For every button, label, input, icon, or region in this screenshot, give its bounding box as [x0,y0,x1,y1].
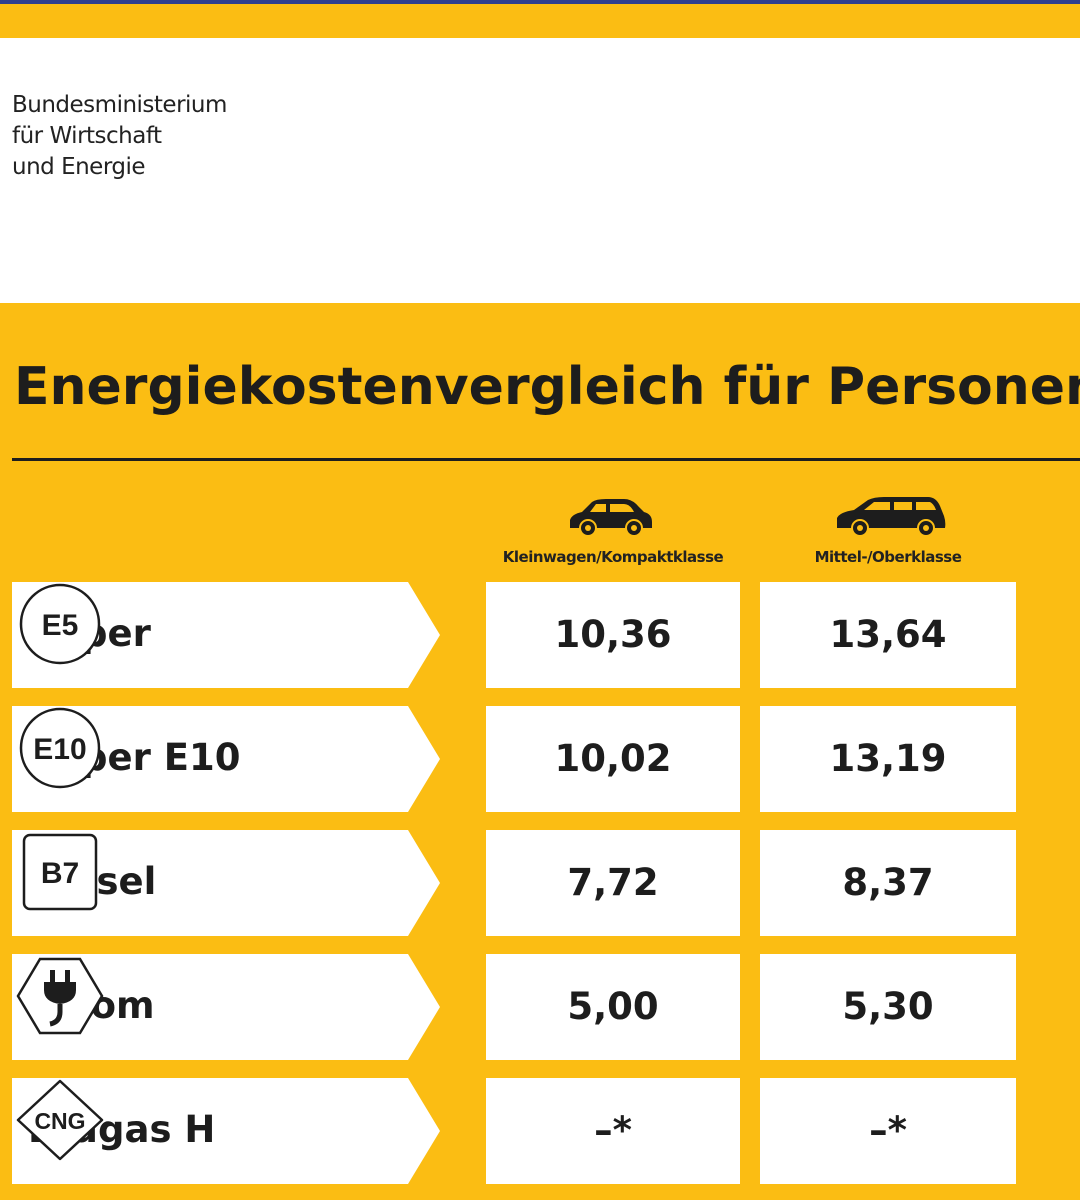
table-row: Super E5 10,36 13,64 [0,582,1080,688]
column-header-small-car: Kleinwagen/Kompaktklasse [502,548,724,566]
table-row: Strom 5,00 5,30 [0,954,1080,1060]
value-small-car: 5,00 [486,954,740,1060]
e10-badge-icon: E10 [19,707,101,789]
fuel-label-box: Super E10 E10 [12,706,440,812]
fuel-label-box: Diesel B7 [12,830,440,936]
small-car-icon [570,499,652,537]
value-small-car: 10,02 [486,706,740,812]
cng-diamond-icon: CNG [16,1079,104,1161]
fuel-label-box: Super E5 [12,582,440,688]
table-row: Super E10 E10 10,02 13,19 [0,706,1080,812]
value-large-car: 8,37 [760,830,1016,936]
b7-badge-icon: B7 [22,833,98,911]
fuel-label-box: Strom [12,954,440,1060]
table-row: Erdgas H CNG –* –* [0,1078,1080,1184]
top-accent-line [0,0,1080,4]
fuel-label-box: Erdgas H CNG [12,1078,440,1184]
table-row: Diesel B7 7,72 8,37 [0,830,1080,936]
ministry-logo-text: Bundesministerium für Wirtschaft und Ene… [12,90,227,183]
ministry-line: Bundesministerium [12,92,227,118]
value-large-car: 5,30 [760,954,1016,1060]
value-large-car: –* [760,1078,1016,1184]
badge-label: E10 [33,733,86,766]
value-large-car: 13,19 [760,706,1016,812]
value-small-car: –* [486,1078,740,1184]
value-small-car: 10,36 [486,582,740,688]
large-car-icon [837,497,946,537]
column-header-large-car: Mittel-/Oberklasse [814,548,962,566]
header-panel [0,38,1080,303]
e5-badge-icon: E5 [19,583,101,665]
ministry-line: und Energie [12,154,146,180]
value-small-car: 7,72 [486,830,740,936]
ministry-line: für Wirtschaft [12,123,162,149]
plug-hexagon-icon [16,957,104,1035]
title-divider [12,458,1080,461]
value-large-car: 13,64 [760,582,1016,688]
badge-label: E5 [42,609,79,642]
badge-label: B7 [41,857,79,890]
badge-label: CNG [34,1108,85,1134]
page-title: Energiekostenvergleich für Personen [14,357,1080,417]
